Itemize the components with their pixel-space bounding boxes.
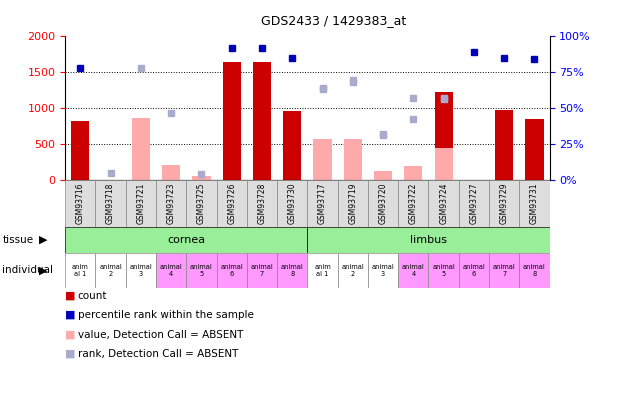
Text: animal
7: animal 7 (251, 264, 273, 277)
Bar (398, 253, 428, 288)
Text: limbus: limbus (410, 235, 447, 245)
Bar (338, 253, 368, 288)
Text: GSM93726: GSM93726 (227, 183, 236, 224)
Bar (125, 253, 156, 288)
Text: animal
2: animal 2 (99, 264, 122, 277)
Text: animal
5: animal 5 (190, 264, 213, 277)
Text: GSM93730: GSM93730 (288, 183, 297, 224)
Text: anim
al 1: anim al 1 (314, 264, 331, 277)
Text: GSM93731: GSM93731 (530, 183, 539, 224)
Text: rank, Detection Call = ABSENT: rank, Detection Call = ABSENT (78, 349, 238, 359)
Bar (489, 253, 519, 288)
Bar (338, 180, 368, 227)
Bar (519, 180, 550, 227)
Text: GSM93720: GSM93720 (379, 183, 388, 224)
Text: animal
6: animal 6 (463, 264, 485, 277)
Text: cornea: cornea (167, 235, 206, 245)
Text: GSM93725: GSM93725 (197, 183, 206, 224)
Bar (428, 253, 459, 288)
Bar (314, 139, 332, 180)
Bar (217, 180, 247, 227)
Bar (96, 253, 125, 288)
Bar (277, 180, 307, 227)
Text: animal
7: animal 7 (493, 264, 515, 277)
Bar (519, 253, 550, 288)
Bar (162, 165, 180, 180)
Text: animal
8: animal 8 (523, 264, 546, 277)
Bar (277, 253, 307, 288)
Text: GSM93722: GSM93722 (409, 183, 418, 224)
Text: GSM93718: GSM93718 (106, 183, 115, 224)
Text: ▶: ▶ (39, 235, 47, 245)
Bar (65, 180, 96, 227)
Bar (307, 253, 338, 288)
Text: ▶: ▶ (39, 265, 47, 275)
Bar (65, 253, 96, 288)
Bar (495, 111, 514, 180)
Text: percentile rank within the sample: percentile rank within the sample (78, 310, 253, 320)
Bar (398, 180, 428, 227)
Bar (344, 139, 362, 180)
Text: animal
3: animal 3 (130, 264, 152, 277)
Text: GSM93717: GSM93717 (318, 183, 327, 224)
Text: ■: ■ (65, 310, 76, 320)
Bar (223, 62, 241, 180)
Bar (132, 118, 150, 180)
Bar (156, 253, 186, 288)
Text: anim
al 1: anim al 1 (72, 264, 89, 277)
Bar (156, 180, 186, 227)
Text: ■: ■ (65, 330, 76, 339)
Text: GSM93724: GSM93724 (439, 183, 448, 224)
Bar (217, 253, 247, 288)
Text: animal
6: animal 6 (220, 264, 243, 277)
Bar (307, 227, 550, 253)
Bar (193, 176, 211, 180)
Text: GSM93716: GSM93716 (76, 183, 85, 224)
Text: animal
8: animal 8 (281, 264, 304, 277)
Text: animal
5: animal 5 (432, 264, 455, 277)
Text: GSM93723: GSM93723 (166, 183, 176, 224)
Text: GSM93728: GSM93728 (258, 183, 266, 224)
Text: animal
3: animal 3 (372, 264, 394, 277)
Bar (125, 180, 156, 227)
Bar (96, 180, 125, 227)
Bar (71, 121, 89, 180)
Bar (247, 180, 277, 227)
Bar (186, 253, 217, 288)
Text: GSM93719: GSM93719 (348, 183, 357, 224)
Bar (374, 171, 392, 180)
Bar (404, 166, 422, 180)
Bar (65, 227, 307, 253)
Bar (283, 111, 301, 180)
Text: individual: individual (2, 265, 53, 275)
Bar (489, 180, 519, 227)
Text: animal
2: animal 2 (342, 264, 364, 277)
Bar (368, 253, 398, 288)
Bar (435, 92, 453, 180)
Text: count: count (78, 291, 107, 301)
Bar (428, 180, 459, 227)
Text: ■: ■ (65, 349, 76, 359)
Bar (307, 180, 338, 227)
Text: value, Detection Call = ABSENT: value, Detection Call = ABSENT (78, 330, 243, 339)
Text: GSM93729: GSM93729 (500, 183, 509, 224)
Text: animal
4: animal 4 (402, 264, 425, 277)
Bar (459, 253, 489, 288)
Text: GSM93727: GSM93727 (469, 183, 478, 224)
Bar (247, 253, 277, 288)
Bar (368, 180, 398, 227)
Text: animal
4: animal 4 (160, 264, 183, 277)
Text: GDS2433 / 1429383_at: GDS2433 / 1429383_at (261, 14, 406, 27)
Text: tissue: tissue (2, 235, 34, 245)
Bar (525, 119, 543, 180)
Text: GSM93721: GSM93721 (137, 183, 145, 224)
Bar (435, 147, 453, 180)
Bar (186, 180, 217, 227)
Bar (459, 180, 489, 227)
Text: ■: ■ (65, 291, 76, 301)
Bar (253, 62, 271, 180)
